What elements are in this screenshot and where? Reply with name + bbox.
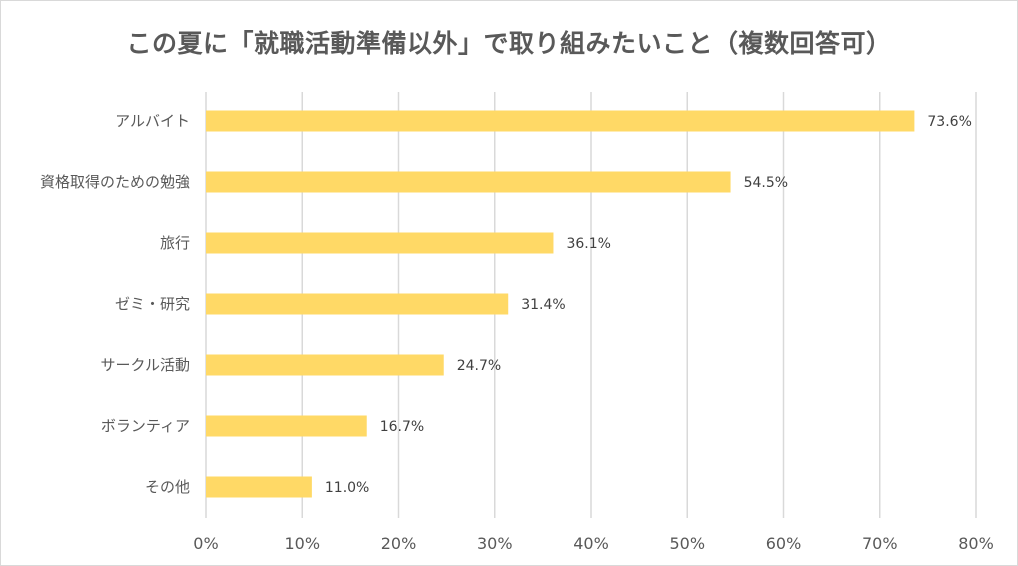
category-label: ゼミ・研究 bbox=[115, 295, 190, 313]
data-label: 54.5% bbox=[744, 175, 788, 191]
category-label: 旅行 bbox=[160, 234, 190, 252]
x-tick-label: 10% bbox=[284, 534, 320, 553]
data-label: 36.1% bbox=[566, 236, 610, 252]
data-label: 31.4% bbox=[521, 297, 565, 313]
x-tick-label: 60% bbox=[766, 534, 802, 553]
x-tick-label: 50% bbox=[669, 534, 705, 553]
bar-4 bbox=[206, 293, 509, 315]
category-label: ボランティア bbox=[101, 417, 190, 435]
x-tick-label: 70% bbox=[862, 534, 898, 553]
bar-1 bbox=[206, 110, 915, 132]
bar-7 bbox=[206, 476, 312, 498]
bar-2 bbox=[206, 171, 731, 193]
bar-6 bbox=[206, 415, 367, 437]
x-tick-label: 40% bbox=[573, 534, 609, 553]
data-label: 16.7% bbox=[380, 419, 424, 435]
bar-3 bbox=[206, 232, 554, 254]
x-tick-label: 80% bbox=[958, 534, 994, 553]
category-label: 資格取得のための勉強 bbox=[40, 173, 190, 191]
x-tick-label: 0% bbox=[193, 534, 218, 553]
x-tick-label: 30% bbox=[477, 534, 513, 553]
data-label: 73.6% bbox=[927, 114, 971, 130]
category-label: その他 bbox=[145, 478, 190, 496]
category-label: サークル活動 bbox=[100, 356, 190, 374]
labels: 0% 10% 20% 30% 40% 50% 60% 70% 80% アルバイト 73.6% 資格取得… bbox=[40, 112, 994, 553]
category-label: アルバイト bbox=[115, 112, 190, 130]
data-label: 11.0% bbox=[325, 480, 369, 496]
chart-title: この夏に「就職活動準備以外」で取り組みたいこと（複数回答可） bbox=[126, 29, 892, 58]
bars bbox=[206, 110, 915, 498]
x-tick-label: 20% bbox=[381, 534, 417, 553]
data-label: 24.7% bbox=[457, 358, 501, 374]
bar-5 bbox=[206, 354, 444, 376]
